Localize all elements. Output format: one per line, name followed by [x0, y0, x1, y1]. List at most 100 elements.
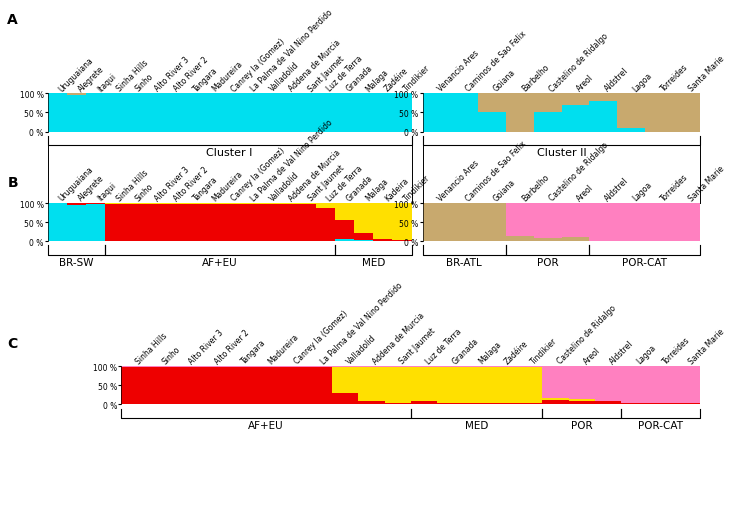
Bar [86, 205, 105, 242]
Bar [645, 204, 673, 241]
Bar [121, 367, 148, 405]
Text: Addena de Murcia: Addena de Murcia [287, 148, 343, 203]
Text: Alegrete: Alegrete [76, 64, 106, 94]
Text: Itaqui: Itaqui [96, 71, 118, 94]
Text: Cluster I: Cluster I [207, 148, 253, 158]
Bar [534, 239, 562, 242]
Bar [562, 237, 589, 242]
Bar [335, 221, 354, 240]
Bar [335, 204, 354, 221]
Bar [358, 367, 384, 401]
Bar [358, 366, 384, 367]
Bar [384, 403, 411, 405]
Text: Caminos de Sao Felix: Caminos de Sao Felix [465, 30, 528, 94]
Text: AF+EU: AF+EU [202, 257, 238, 267]
Text: Barbelho: Barbelho [520, 63, 551, 94]
Text: Tindikier: Tindikier [402, 64, 432, 94]
Text: Torreides: Torreides [661, 335, 692, 365]
Bar [48, 94, 67, 132]
Text: Venancio Ares: Venancio Ares [437, 158, 481, 203]
Text: Tindikier: Tindikier [529, 336, 559, 365]
Bar [542, 398, 569, 400]
Bar [182, 94, 201, 132]
Text: Tangara: Tangara [191, 66, 220, 94]
Text: Castelino de Ridalgo: Castelino de Ridalgo [548, 31, 610, 94]
Bar [200, 367, 226, 405]
Bar [490, 404, 516, 405]
Bar [506, 236, 534, 242]
Bar [240, 94, 259, 132]
Bar [162, 204, 182, 241]
Text: Uruguaiana: Uruguaiana [57, 55, 96, 94]
Text: Lagoa: Lagoa [631, 71, 654, 94]
Text: Sant Jaumet: Sant Jaumet [306, 163, 345, 203]
Bar [673, 204, 700, 241]
Text: Canrey la (Gomez): Canrey la (Gomez) [229, 37, 287, 94]
Text: Sinha Hills: Sinha Hills [115, 168, 150, 203]
Text: Canrey la (Gomez): Canrey la (Gomez) [293, 309, 349, 365]
Text: Goiana: Goiana [492, 177, 517, 203]
Bar [411, 367, 437, 401]
Bar [354, 233, 373, 241]
Text: Madureira: Madureira [266, 332, 300, 365]
Bar [278, 204, 297, 241]
Bar [490, 367, 516, 404]
Text: Sant Jaumet: Sant Jaumet [306, 54, 345, 94]
Text: La Palma de Val Nino Perdido: La Palma de Val Nino Perdido [249, 118, 334, 203]
Text: Granada: Granada [345, 173, 374, 203]
Bar [105, 94, 124, 132]
Text: Kadeira: Kadeira [383, 176, 410, 203]
Text: La Palma de Val Nino Perdido: La Palma de Val Nino Perdido [319, 280, 404, 365]
Text: Luz de Terra: Luz de Terra [326, 164, 365, 203]
Bar [67, 204, 86, 206]
Bar [589, 94, 617, 102]
Bar [384, 367, 411, 403]
Bar [622, 404, 648, 405]
Bar [105, 204, 124, 241]
Bar [124, 94, 143, 132]
Bar [354, 241, 373, 242]
Bar [423, 94, 451, 132]
Text: Santa Marie: Santa Marie [686, 164, 725, 203]
Bar [335, 240, 354, 242]
Bar [259, 204, 278, 241]
Bar [278, 94, 297, 132]
Bar [306, 367, 332, 405]
Text: Malaga: Malaga [364, 67, 390, 94]
Text: Venancio Ares: Venancio Ares [437, 49, 481, 94]
Text: MED: MED [362, 257, 385, 267]
Bar [86, 94, 105, 132]
Text: POR-CAT: POR-CAT [639, 420, 684, 430]
Text: Alto River 3: Alto River 3 [187, 328, 225, 365]
Text: Barbelho: Barbelho [520, 172, 551, 203]
Bar [48, 204, 67, 242]
Bar [542, 366, 569, 398]
Bar [384, 366, 411, 367]
Text: Luz de Terra: Luz de Terra [326, 54, 365, 94]
Text: MED: MED [465, 420, 488, 430]
Bar [648, 404, 674, 405]
Text: Alto River 2: Alto River 2 [213, 328, 251, 365]
Bar [478, 113, 506, 132]
Bar [67, 94, 86, 96]
Bar [562, 204, 589, 237]
Bar [392, 94, 412, 132]
Text: Sinha Hills: Sinha Hills [135, 331, 169, 365]
Bar [534, 94, 562, 113]
Bar [373, 239, 392, 241]
Text: Itaqui: Itaqui [96, 181, 118, 203]
Bar [595, 402, 622, 405]
Bar [506, 94, 534, 132]
Text: Alto River 3: Alto River 3 [153, 55, 191, 94]
Text: Sinho: Sinho [134, 181, 155, 203]
Text: Aldstrel: Aldstrel [603, 176, 631, 203]
Bar [673, 94, 700, 132]
Text: Cluster II: Cluster II [537, 148, 587, 158]
Bar [162, 94, 182, 132]
Text: Valladolid: Valladolid [345, 333, 378, 365]
Text: Addena de Murcia: Addena de Murcia [371, 310, 426, 365]
Text: Caminos de Sao Felix: Caminos de Sao Felix [465, 139, 528, 203]
Bar [297, 94, 316, 132]
Bar [562, 94, 589, 105]
Bar [67, 96, 86, 132]
